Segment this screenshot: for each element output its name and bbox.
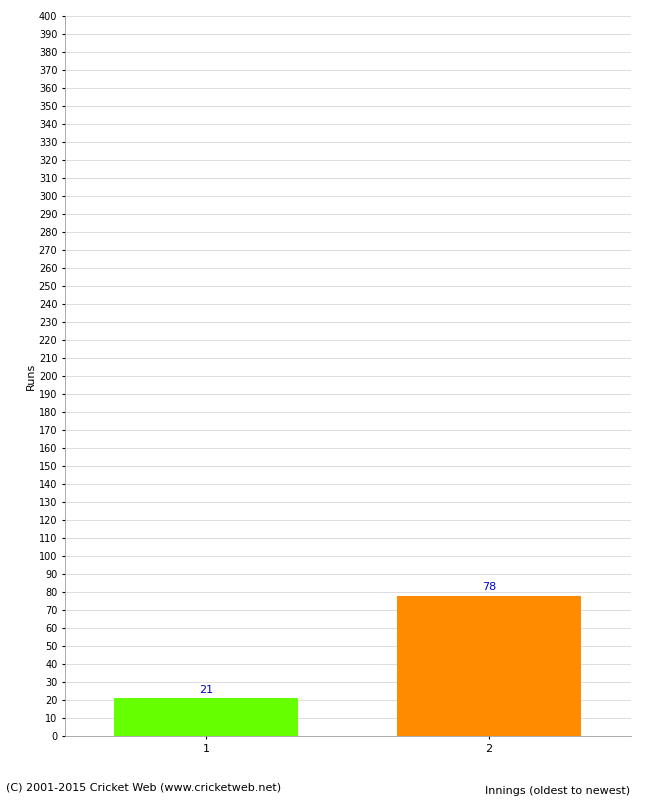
- Bar: [114, 698, 298, 736]
- Y-axis label: Runs: Runs: [26, 362, 36, 390]
- Text: 78: 78: [482, 582, 496, 592]
- Text: Innings (oldest to newest): Innings (oldest to newest): [486, 786, 630, 797]
- Text: (C) 2001-2015 Cricket Web (www.cricketweb.net): (C) 2001-2015 Cricket Web (www.cricketwe…: [6, 782, 281, 792]
- Text: 21: 21: [200, 685, 213, 694]
- Bar: [397, 595, 581, 736]
